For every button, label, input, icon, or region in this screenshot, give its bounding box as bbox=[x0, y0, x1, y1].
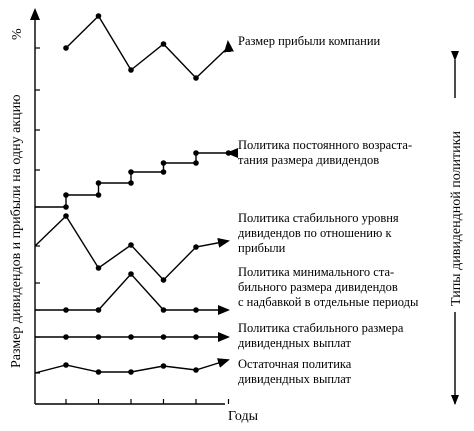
policy-label-line: дивидендных выплат bbox=[238, 372, 352, 386]
policy-label-min-plus-extra: Политика минимального ста-бильного разме… bbox=[238, 265, 419, 309]
policy-label-line: Политика постоянного возраста- bbox=[238, 138, 412, 152]
data-point bbox=[128, 242, 134, 248]
policy-label-constant-growth: Политика постоянного возраста-тания разм… bbox=[238, 138, 412, 167]
policy-line-profit bbox=[65, 14, 234, 79]
data-point bbox=[193, 307, 199, 313]
data-point bbox=[63, 362, 69, 368]
data-point bbox=[193, 367, 199, 373]
data-point bbox=[95, 307, 102, 313]
policy-label-line: тания размера дивидендов bbox=[238, 153, 379, 167]
data-point bbox=[128, 67, 134, 73]
data-point bbox=[63, 213, 69, 219]
right-title-background bbox=[447, 98, 463, 312]
policy-label-stable-size: Политика стабильного размера дивидендных … bbox=[238, 321, 404, 350]
data-point bbox=[63, 192, 69, 198]
y-axis-ticks bbox=[35, 47, 40, 374]
data-point bbox=[128, 271, 134, 277]
data-point bbox=[193, 160, 199, 166]
data-point bbox=[193, 75, 199, 81]
y-axis-title: Размер дивидендов и прибыли на одну акци… bbox=[9, 94, 24, 368]
data-point bbox=[63, 204, 69, 210]
policy-label-line: бильного размера дивидендов bbox=[238, 280, 398, 294]
policy-label-line: Политика стабильного уровня bbox=[238, 211, 399, 225]
data-point bbox=[160, 334, 167, 340]
x-axis-title: Годы bbox=[228, 409, 259, 424]
policy-label-line: Остаточная политика bbox=[238, 357, 352, 371]
right-axis-title: Типы дивидендной политики bbox=[449, 131, 464, 306]
data-point bbox=[193, 150, 199, 156]
policy-label-line: Размер прибыли компании bbox=[238, 34, 381, 48]
data-point bbox=[95, 369, 102, 375]
policy-label-profit: Размер прибыли компании bbox=[238, 34, 381, 48]
data-point bbox=[225, 44, 232, 50]
data-point bbox=[160, 160, 167, 166]
policy-label-line: дивидендных выплат bbox=[238, 336, 352, 350]
policy-label-stable-ratio: Политика стабильного уровня дивидендов по… bbox=[238, 211, 399, 255]
policy-label-line: Политика минимального ста- bbox=[238, 265, 394, 279]
data-point bbox=[63, 45, 69, 51]
data-point bbox=[225, 150, 232, 156]
data-point bbox=[95, 265, 102, 271]
data-point bbox=[63, 334, 69, 340]
data-point bbox=[128, 180, 134, 186]
data-point bbox=[63, 307, 69, 313]
data-point bbox=[160, 277, 167, 283]
policy-label-line: прибыли bbox=[238, 241, 286, 255]
policy-label-line: с надбавкой в отдельные периоды bbox=[238, 295, 419, 309]
policy-label-residual: Остаточная политика дивидендных выплат bbox=[238, 357, 352, 386]
data-point bbox=[128, 334, 134, 340]
data-point bbox=[193, 244, 199, 250]
data-point bbox=[95, 13, 102, 19]
data-point bbox=[160, 307, 167, 313]
policy-labels: Размер прибыли компании Политика постоянн… bbox=[238, 34, 419, 386]
data-point bbox=[128, 169, 134, 175]
policy-lines bbox=[34, 13, 238, 375]
data-point bbox=[160, 169, 167, 175]
data-point bbox=[193, 334, 199, 340]
policy-line-min-plus-extra bbox=[35, 272, 230, 315]
policy-label-line: Политика стабильного размера bbox=[238, 321, 404, 335]
policy-label-line: дивидендов по отношению к bbox=[238, 226, 392, 240]
data-point bbox=[160, 41, 167, 47]
data-point bbox=[160, 363, 167, 369]
data-point bbox=[128, 369, 134, 375]
x-axis-ticks bbox=[65, 399, 230, 404]
data-point bbox=[95, 180, 102, 186]
policy-line-stable-ratio bbox=[34, 214, 230, 282]
policy-line-constant-growth bbox=[35, 148, 238, 208]
data-point bbox=[95, 192, 102, 198]
data-point bbox=[95, 334, 102, 340]
y-axis-unit: % bbox=[10, 28, 25, 40]
